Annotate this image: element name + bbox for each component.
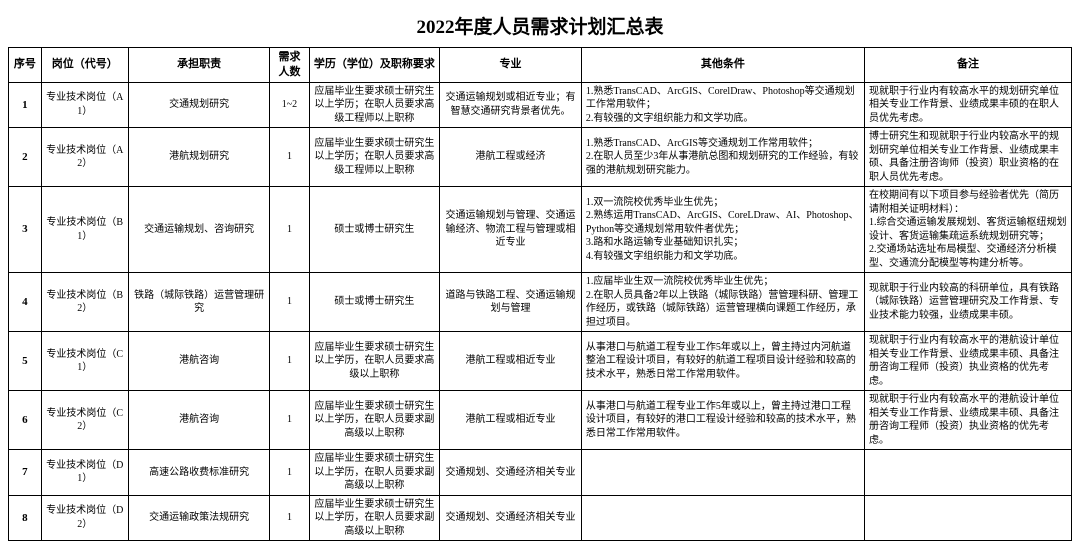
cell-count: 1 <box>270 450 309 496</box>
cell-post: 专业技术岗位（D2） <box>41 495 128 541</box>
cell-major: 港航工程或经济 <box>440 128 582 187</box>
table-row: 7专业技术岗位（D1）高速公路收费标准研究1应届毕业生要求硕士研究生以上学历，在… <box>9 450 1072 496</box>
col-major: 专业 <box>440 48 582 83</box>
cell-major: 港航工程或相近专业 <box>440 332 582 391</box>
cell-post: 专业技术岗位（A1） <box>41 82 128 128</box>
cell-count: 1~2 <box>270 82 309 128</box>
cell-remark: 博士研究生和现就职于行业内较高水平的规划研究单位相关专业工作背景、业绩成果丰硕、… <box>865 128 1072 187</box>
cell-edu: 应届毕业生要求硕士研究生以上学历，在职人员要求高级以上职称 <box>309 332 440 391</box>
cell-duty: 铁路（城际铁路）运营管理研究 <box>128 273 270 332</box>
cell-other: 1.双一流院校优秀毕业生优先；2.熟练运用TransCAD、ArcGIS、Cor… <box>581 187 864 273</box>
cell-edu: 应届毕业生要求硕士研究生以上学历，在职人员要求副高级以上职称 <box>309 450 440 496</box>
cell-other: 1.熟悉TransCAD、ArcGIS、CorelDraw、Photoshop等… <box>581 82 864 128</box>
cell-major: 交通规划、交通经济相关专业 <box>440 495 582 541</box>
cell-count: 1 <box>270 391 309 450</box>
table-row: 8专业技术岗位（D2）交通运输政策法规研究1应届毕业生要求硕士研究生以上学历，在… <box>9 495 1072 541</box>
cell-post: 专业技术岗位（B1） <box>41 187 128 273</box>
cell-other <box>581 495 864 541</box>
cell-duty: 交通运输规划、咨询研究 <box>128 187 270 273</box>
cell-edu: 硕士或博士研究生 <box>309 273 440 332</box>
cell-other: 1.熟悉TransCAD、ArcGIS等交通规划工作常用软件；2.在职人员至少3… <box>581 128 864 187</box>
cell-remark: 现就职于行业内有较高水平的港航设计单位相关专业工作背景、业绩成果丰硕、具备注册咨… <box>865 332 1072 391</box>
cell-seq: 7 <box>9 450 42 496</box>
staffing-table: 序号 岗位（代号） 承担职责 需求人数 学历（学位）及职称要求 专业 其他条件 … <box>8 47 1072 541</box>
cell-seq: 1 <box>9 82 42 128</box>
cell-duty: 交通规划研究 <box>128 82 270 128</box>
cell-seq: 8 <box>9 495 42 541</box>
cell-remark <box>865 450 1072 496</box>
cell-remark: 在校期间有以下项目参与经验者优先（简历请附相关证明材料）：1.综合交通运输发展规… <box>865 187 1072 273</box>
cell-duty: 港航规划研究 <box>128 128 270 187</box>
cell-count: 1 <box>270 332 309 391</box>
cell-seq: 3 <box>9 187 42 273</box>
table-row: 2专业技术岗位（A2）港航规划研究1应届毕业生要求硕士研究生以上学历；在职人员要… <box>9 128 1072 187</box>
cell-other: 从事港口与航道工程专业工作5年或以上，曾主持过港口工程设计项目，有较好的港口工程… <box>581 391 864 450</box>
cell-count: 1 <box>270 495 309 541</box>
cell-count: 1 <box>270 128 309 187</box>
cell-seq: 5 <box>9 332 42 391</box>
table-row: 5专业技术岗位（C1）港航咨询1应届毕业生要求硕士研究生以上学历，在职人员要求高… <box>9 332 1072 391</box>
cell-duty: 港航咨询 <box>128 391 270 450</box>
col-edu: 学历（学位）及职称要求 <box>309 48 440 83</box>
cell-edu: 应届毕业生要求硕士研究生以上学历；在职人员要求高级工程师以上职称 <box>309 82 440 128</box>
table-row: 6专业技术岗位（C2）港航咨询1应届毕业生要求硕士研究生以上学历，在职人员要求副… <box>9 391 1072 450</box>
cell-count: 1 <box>270 273 309 332</box>
cell-edu: 应届毕业生要求硕士研究生以上学历，在职人员要求副高级以上职称 <box>309 495 440 541</box>
cell-post: 专业技术岗位（C2） <box>41 391 128 450</box>
cell-other <box>581 450 864 496</box>
cell-post: 专业技术岗位（A2） <box>41 128 128 187</box>
cell-remark: 现就职于行业内有较高水平的规划研究单位相关专业工作背景、业绩成果丰硕的在职人员优… <box>865 82 1072 128</box>
cell-major: 港航工程或相近专业 <box>440 391 582 450</box>
cell-post: 专业技术岗位（D1） <box>41 450 128 496</box>
header-row: 序号 岗位（代号） 承担职责 需求人数 学历（学位）及职称要求 专业 其他条件 … <box>9 48 1072 83</box>
cell-other: 从事港口与航道工程专业工作5年或以上，曾主持过内河航道整治工程设计项目，有较好的… <box>581 332 864 391</box>
cell-major: 交通运输规划或相近专业；有智慧交通研究背景者优先。 <box>440 82 582 128</box>
cell-count: 1 <box>270 187 309 273</box>
cell-seq: 6 <box>9 391 42 450</box>
cell-duty: 高速公路收费标准研究 <box>128 450 270 496</box>
cell-post: 专业技术岗位（C1） <box>41 332 128 391</box>
page-title: 2022年度人员需求计划汇总表 <box>8 12 1072 39</box>
cell-duty: 交通运输政策法规研究 <box>128 495 270 541</box>
cell-duty: 港航咨询 <box>128 332 270 391</box>
cell-other: 1.应届毕业生双一流院校优秀毕业生优先；2.在职人员具备2年以上铁路（城际铁路）… <box>581 273 864 332</box>
cell-edu: 硕士或博士研究生 <box>309 187 440 273</box>
col-duty: 承担职责 <box>128 48 270 83</box>
table-row: 4专业技术岗位（B2）铁路（城际铁路）运营管理研究1硕士或博士研究生道路与铁路工… <box>9 273 1072 332</box>
cell-remark: 现就职于行业内有较高水平的港航设计单位相关专业工作背景、业绩成果丰硕、具备注册咨… <box>865 391 1072 450</box>
cell-major: 交通规划、交通经济相关专业 <box>440 450 582 496</box>
cell-major: 道路与铁路工程、交通运输规划与管理 <box>440 273 582 332</box>
cell-remark: 现就职于行业内较高的科研单位，具有铁路（城际铁路）运营管理研究及工作背景、专业技… <box>865 273 1072 332</box>
col-other: 其他条件 <box>581 48 864 83</box>
cell-edu: 应届毕业生要求硕士研究生以上学历，在职人员要求副高级以上职称 <box>309 391 440 450</box>
cell-edu: 应届毕业生要求硕士研究生以上学历；在职人员要求高级工程师以上职称 <box>309 128 440 187</box>
cell-major: 交通运输规划与管理、交通运输经济、物流工程与管理或相近专业 <box>440 187 582 273</box>
table-row: 1专业技术岗位（A1）交通规划研究1~2应届毕业生要求硕士研究生以上学历；在职人… <box>9 82 1072 128</box>
cell-remark <box>865 495 1072 541</box>
table-row: 3专业技术岗位（B1）交通运输规划、咨询研究1硕士或博士研究生交通运输规划与管理… <box>9 187 1072 273</box>
cell-seq: 4 <box>9 273 42 332</box>
col-remark: 备注 <box>865 48 1072 83</box>
col-count: 需求人数 <box>270 48 309 83</box>
col-post: 岗位（代号） <box>41 48 128 83</box>
col-seq: 序号 <box>9 48 42 83</box>
cell-post: 专业技术岗位（B2） <box>41 273 128 332</box>
cell-seq: 2 <box>9 128 42 187</box>
